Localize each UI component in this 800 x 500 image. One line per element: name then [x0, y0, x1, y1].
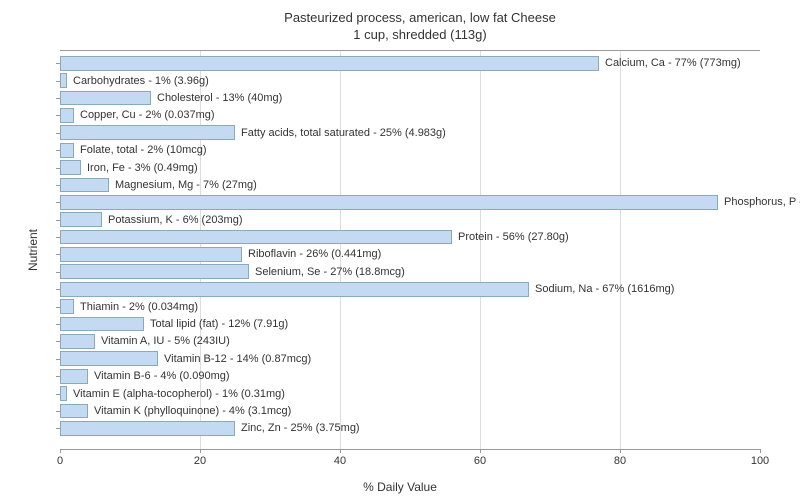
bar-row: Sodium, Na - 67% (1616mg)	[60, 282, 674, 297]
x-tick-mark	[200, 449, 201, 453]
bar-row: Zinc, Zn - 25% (3.75mg)	[60, 421, 360, 436]
bar-label: Sodium, Na - 67% (1616mg)	[535, 283, 674, 295]
bar-label: Calcium, Ca - 77% (773mg)	[605, 57, 741, 69]
bar-row: Vitamin B-6 - 4% (0.090mg)	[60, 369, 230, 384]
bar-row: Copper, Cu - 2% (0.037mg)	[60, 108, 215, 123]
chart-title-line2: 1 cup, shredded (113g)	[60, 27, 780, 42]
nutrient-bar	[60, 143, 74, 158]
bar-row: Vitamin E (alpha-tocopherol) - 1% (0.31m…	[60, 386, 285, 401]
nutrient-bar	[60, 160, 81, 175]
bar-label: Vitamin K (phylloquinone) - 4% (3.1mcg)	[94, 405, 291, 417]
nutrient-bar	[60, 264, 249, 279]
x-tick-mark	[60, 449, 61, 453]
x-tick-mark	[760, 449, 761, 453]
bar-row: Magnesium, Mg - 7% (27mg)	[60, 178, 257, 193]
nutrient-bar	[60, 212, 102, 227]
bar-label: Selenium, Se - 27% (18.8mcg)	[255, 266, 405, 278]
bar-label: Copper, Cu - 2% (0.037mg)	[80, 109, 215, 121]
bar-label: Thiamin - 2% (0.034mg)	[80, 301, 198, 313]
nutrient-bar	[60, 125, 235, 140]
nutrient-bar	[60, 299, 74, 314]
gridline	[620, 51, 621, 449]
bar-row: Vitamin A, IU - 5% (243IU)	[60, 334, 230, 349]
bar-row: Carbohydrates - 1% (3.96g)	[60, 73, 209, 88]
bar-label: Vitamin E (alpha-tocopherol) - 1% (0.31m…	[73, 388, 285, 400]
bar-row: Selenium, Se - 27% (18.8mcg)	[60, 264, 405, 279]
x-tick-label: 0	[57, 455, 63, 467]
nutrient-bar	[60, 404, 88, 419]
bar-label: Vitamin B-12 - 14% (0.87mcg)	[164, 353, 311, 365]
bar-row: Cholesterol - 13% (40mg)	[60, 91, 282, 106]
x-tick-mark	[340, 449, 341, 453]
gridline	[480, 51, 481, 449]
nutrient-bar	[60, 247, 242, 262]
nutrient-bar	[60, 334, 95, 349]
nutrient-bar	[60, 369, 88, 384]
nutrient-bar	[60, 421, 235, 436]
y-axis-label: Nutrient	[26, 229, 40, 271]
chart-title-line1: Pasteurized process, american, low fat C…	[60, 10, 780, 25]
nutrient-bar	[60, 386, 67, 401]
bar-label: Potassium, K - 6% (203mg)	[108, 214, 243, 226]
bar-row: Phosphorus, P - 94% (935mg)	[60, 195, 800, 210]
nutrient-bar	[60, 317, 144, 332]
bar-label: Vitamin B-6 - 4% (0.090mg)	[94, 370, 230, 382]
x-tick-mark	[480, 449, 481, 453]
bar-row: Folate, total - 2% (10mcg)	[60, 143, 207, 158]
x-tick-label: 60	[474, 455, 486, 467]
nutrient-bar	[60, 56, 599, 71]
bar-row: Calcium, Ca - 77% (773mg)	[60, 56, 741, 71]
bar-label: Total lipid (fat) - 12% (7.91g)	[150, 318, 288, 330]
x-axis-label: % Daily Value	[363, 480, 437, 494]
nutrient-bar	[60, 73, 67, 88]
nutrient-bar	[60, 178, 109, 193]
nutrient-bar	[60, 230, 452, 245]
x-tick-label: 40	[334, 455, 346, 467]
bar-label: Protein - 56% (27.80g)	[458, 231, 569, 243]
nutrient-bar	[60, 282, 529, 297]
bar-row: Riboflavin - 26% (0.441mg)	[60, 247, 381, 262]
bar-row: Thiamin - 2% (0.034mg)	[60, 299, 198, 314]
x-tick-label: 20	[194, 455, 206, 467]
x-tick-label: 100	[751, 455, 769, 467]
x-tick-mark	[620, 449, 621, 453]
bar-row: Vitamin K (phylloquinone) - 4% (3.1mcg)	[60, 404, 291, 419]
bar-row: Total lipid (fat) - 12% (7.91g)	[60, 317, 288, 332]
nutrient-bar	[60, 195, 718, 210]
x-tick-label: 80	[614, 455, 626, 467]
bar-label: Magnesium, Mg - 7% (27mg)	[115, 179, 257, 191]
bar-row: Vitamin B-12 - 14% (0.87mcg)	[60, 351, 311, 366]
bar-label: Folate, total - 2% (10mcg)	[80, 144, 207, 156]
bar-row: Fatty acids, total saturated - 25% (4.98…	[60, 125, 446, 140]
nutrient-bar	[60, 351, 158, 366]
bar-label: Phosphorus, P - 94% (935mg)	[724, 196, 800, 208]
bar-label: Fatty acids, total saturated - 25% (4.98…	[241, 127, 446, 139]
bar-label: Cholesterol - 13% (40mg)	[157, 92, 282, 104]
bar-label: Zinc, Zn - 25% (3.75mg)	[241, 422, 360, 434]
bar-label: Carbohydrates - 1% (3.96g)	[73, 75, 209, 87]
bar-row: Potassium, K - 6% (203mg)	[60, 212, 243, 227]
bar-label: Vitamin A, IU - 5% (243IU)	[101, 335, 230, 347]
nutrient-chart: Pasteurized process, american, low fat C…	[0, 0, 800, 500]
bar-label: Riboflavin - 26% (0.441mg)	[248, 248, 381, 260]
bar-row: Protein - 56% (27.80g)	[60, 230, 569, 245]
nutrient-bar	[60, 91, 151, 106]
nutrient-bar	[60, 108, 74, 123]
bar-row: Iron, Fe - 3% (0.49mg)	[60, 160, 198, 175]
plot-area: 020406080100Calcium, Ca - 77% (773mg)Car…	[60, 50, 760, 450]
bar-label: Iron, Fe - 3% (0.49mg)	[87, 162, 198, 174]
